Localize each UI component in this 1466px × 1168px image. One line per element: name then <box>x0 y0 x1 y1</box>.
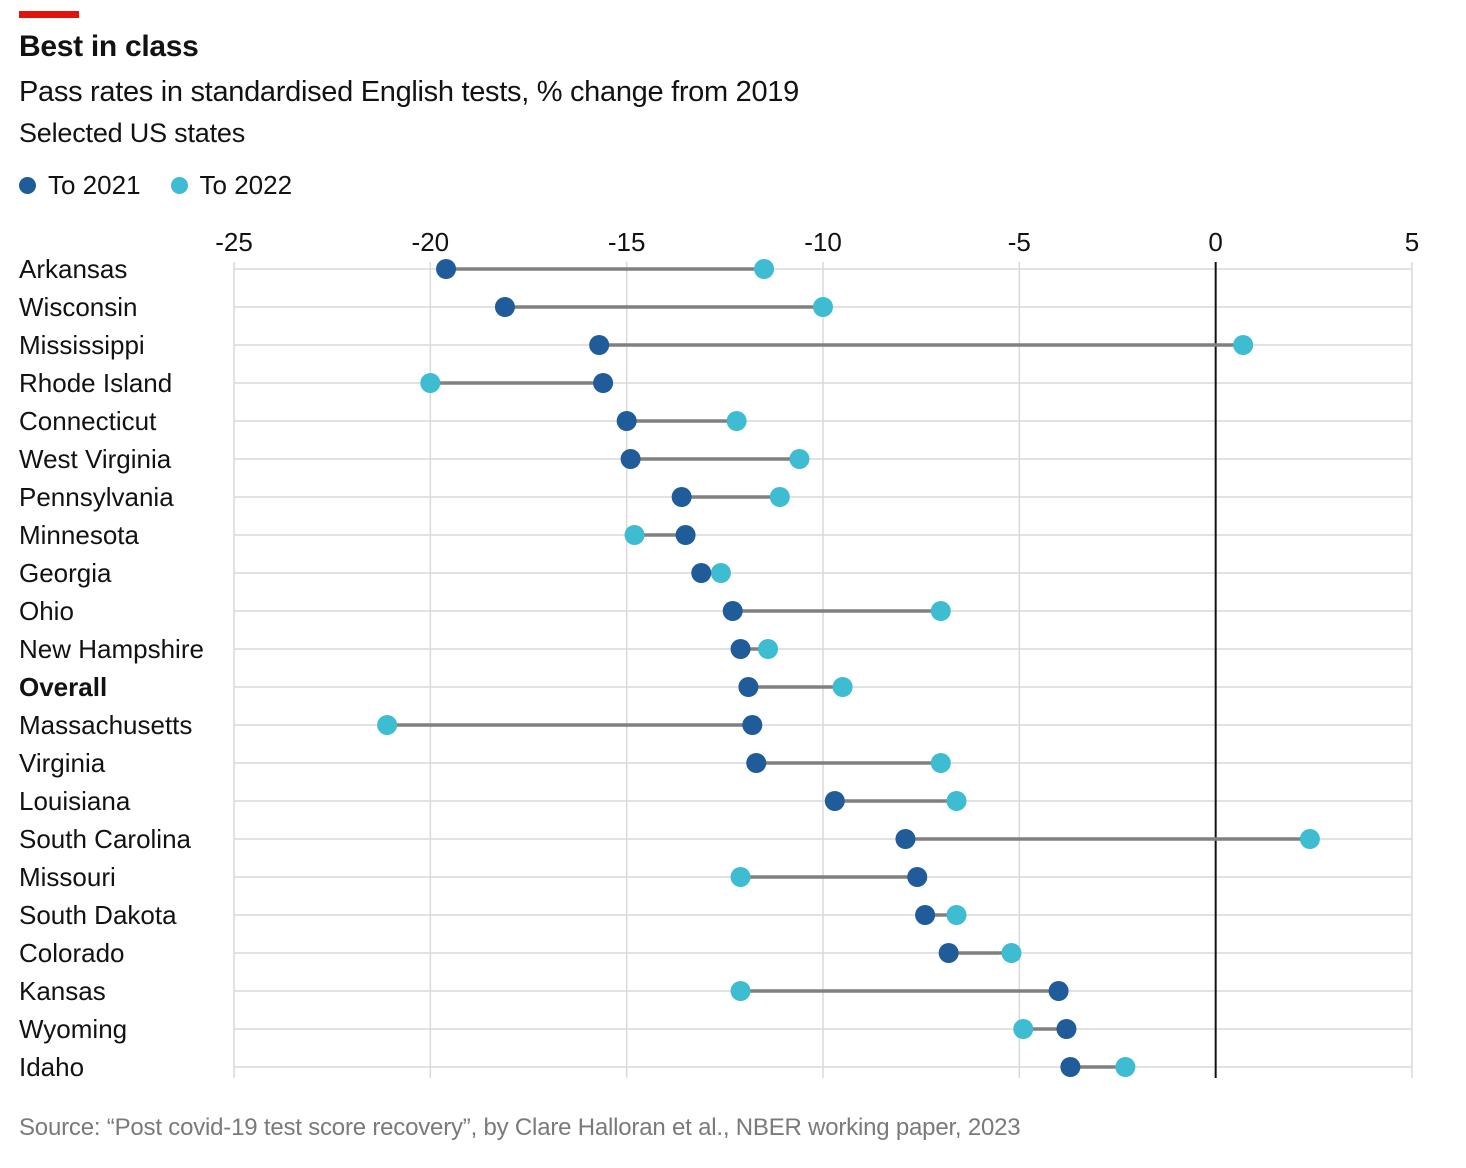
category-label: Missouri <box>19 862 116 892</box>
dot-2022 <box>377 715 398 735</box>
dot-2022 <box>1233 335 1254 355</box>
dot-2021 <box>895 829 916 849</box>
dot-2022 <box>1001 943 1022 963</box>
source-note: Source: “Post covid-19 test score recove… <box>19 1114 1021 1141</box>
legend-label-2021: To 2021 <box>48 170 141 200</box>
category-label: Georgia <box>19 558 112 588</box>
dot-2022 <box>1299 829 1320 849</box>
dot-2022 <box>726 411 747 431</box>
dot-2021 <box>616 411 637 431</box>
category-label: Rhode Island <box>19 368 172 398</box>
chart-subtitle: Pass rates in standardised English tests… <box>19 76 799 108</box>
legend: To 2021 To 2022 <box>19 170 322 201</box>
x-tick-label: -25 <box>215 227 253 257</box>
dot-2021 <box>494 297 515 317</box>
chart-note: Selected US states <box>19 118 246 148</box>
dot-2022 <box>946 791 967 811</box>
dot-2021 <box>691 563 712 583</box>
dot-2022 <box>758 639 779 659</box>
dot-2022 <box>754 259 775 279</box>
category-label: Minnesota <box>19 520 139 550</box>
x-tick-label: -20 <box>412 227 450 257</box>
dot-2021 <box>824 791 845 811</box>
legend-label-2022: To 2022 <box>199 170 293 200</box>
dot-2022 <box>624 525 645 545</box>
dot-2021 <box>722 601 743 621</box>
category-label: Pennsylvania <box>19 482 174 512</box>
dot-2022 <box>769 487 790 507</box>
x-tick-label: -5 <box>1008 227 1031 257</box>
category-label: Overall <box>19 672 107 702</box>
x-tick-label: -15 <box>608 227 646 257</box>
legend-dot-2021 <box>19 177 36 194</box>
dot-2022 <box>420 373 441 393</box>
legend-item-2021: To 2021 <box>19 170 141 201</box>
dot-2022 <box>813 297 833 317</box>
x-tick-label: -10 <box>804 227 842 257</box>
category-label: Louisiana <box>19 786 131 816</box>
legend-dot-2022 <box>170 177 188 194</box>
accent-bar <box>19 11 79 18</box>
category-label: Connecticut <box>19 406 157 436</box>
dot-2021 <box>746 753 767 773</box>
category-label: South Dakota <box>19 900 177 930</box>
dot-2021 <box>938 943 959 963</box>
x-tick-label: 0 <box>1208 227 1222 257</box>
dot-2022 <box>832 677 853 697</box>
dot-2022 <box>1013 1019 1034 1039</box>
category-label: West Virginia <box>19 444 172 474</box>
category-label: Idaho <box>19 1052 84 1082</box>
category-label: Colorado <box>19 938 125 968</box>
category-label: New Hampshire <box>19 634 204 664</box>
dot-2022 <box>730 981 751 1001</box>
category-label: Massachusetts <box>19 710 192 740</box>
x-tick-label: 5 <box>1405 227 1419 257</box>
dot-2021 <box>738 677 759 697</box>
dot-2022 <box>789 449 810 469</box>
category-label: Virginia <box>19 748 106 778</box>
dot-2021 <box>1056 1019 1077 1039</box>
dot-2021 <box>620 449 641 469</box>
dot-2021 <box>742 715 763 735</box>
category-label: Kansas <box>19 976 106 1006</box>
category-label: South Carolina <box>19 824 192 854</box>
dot-2021 <box>1060 1057 1081 1077</box>
dot-2022 <box>730 867 751 887</box>
category-label: Wyoming <box>19 1014 127 1044</box>
dot-2022 <box>946 905 967 925</box>
dot-2021 <box>915 905 936 925</box>
dot-2022 <box>1115 1057 1136 1077</box>
dot-2021 <box>1048 981 1069 1001</box>
dot-2022 <box>930 753 951 773</box>
dot-2021 <box>436 259 457 279</box>
dot-2021 <box>730 639 751 659</box>
category-label: Wisconsin <box>19 292 137 322</box>
category-label: Mississippi <box>19 330 145 360</box>
dot-2022 <box>930 601 951 621</box>
dot-2021 <box>589 335 610 355</box>
dot-2021 <box>907 867 928 887</box>
legend-item-2022: To 2022 <box>170 170 293 201</box>
dot-2021 <box>671 487 692 507</box>
category-label: Ohio <box>19 596 74 626</box>
dot-2021 <box>675 525 696 545</box>
category-label: Arkansas <box>19 254 127 284</box>
chart-title: Best in class <box>19 30 199 63</box>
dot-2022 <box>710 563 731 583</box>
dot-2021 <box>593 373 614 393</box>
